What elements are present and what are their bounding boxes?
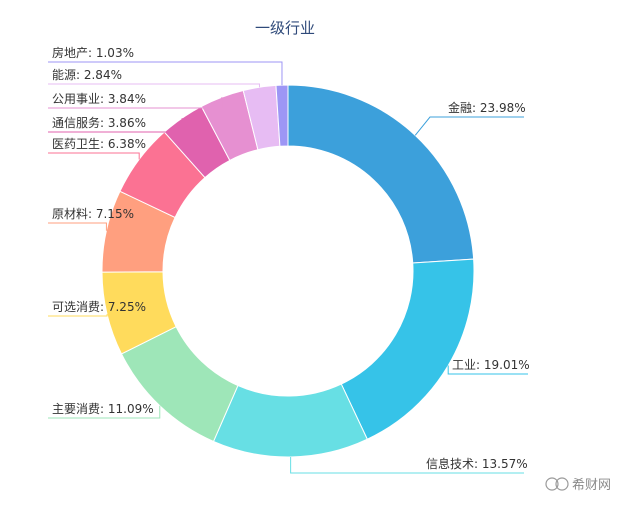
- leader-line-4: [48, 405, 161, 419]
- slice-label-1: 金融: 23.98%: [448, 100, 526, 115]
- slice-label-9: 公用事业: 3.84%: [52, 92, 146, 106]
- slice-label-5: 可选消费: 7.25%: [52, 300, 146, 314]
- donut-slice-1[interactable]: [287, 84, 475, 264]
- leader-line-5: [48, 314, 108, 317]
- donut-slice-3[interactable]: [212, 383, 368, 458]
- leader-line-10: [48, 83, 260, 88]
- slice-label-8: 通信服务: 3.86%: [52, 115, 146, 130]
- donut-slice-11[interactable]: [275, 84, 289, 147]
- leader-line-11: [48, 61, 283, 86]
- watermark-text: 希财网: [572, 478, 611, 493]
- leader-line-3: [290, 456, 524, 474]
- slice-label-7: 医药卫生: 6.38%: [52, 137, 146, 151]
- slice-label-3: 信息技术: 13.57%: [426, 456, 528, 471]
- leader-line-6: [48, 222, 107, 231]
- slice-label-4: 主要消费: 11.09%: [52, 402, 154, 416]
- leader-line-1: [414, 116, 524, 136]
- donut-slice-2[interactable]: [340, 258, 475, 440]
- leader-line-2: [447, 365, 528, 375]
- slice-label-10: 能源: 2.84%: [52, 68, 122, 82]
- leader-line-8: [48, 118, 183, 133]
- leader-line-7: [48, 152, 140, 160]
- slice-label-11: 房地产: 1.03%: [52, 45, 134, 60]
- watermark: 希财网: [545, 477, 611, 493]
- slice-label-2: 工业: 19.01%: [452, 358, 530, 372]
- chart-title: 一级行业: [255, 19, 315, 37]
- leader-line-9: [48, 97, 223, 109]
- slice-label-6: 原材料: 7.15%: [52, 207, 134, 221]
- watermark-logo-icon: [545, 477, 569, 491]
